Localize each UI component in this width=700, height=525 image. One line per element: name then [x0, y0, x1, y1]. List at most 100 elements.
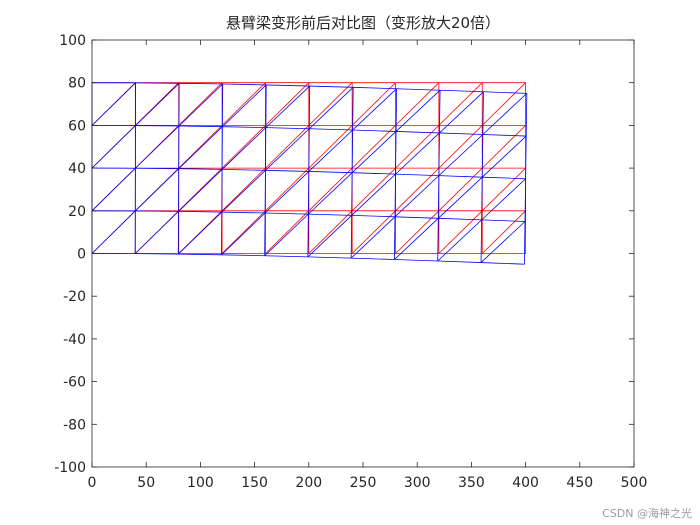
original-mesh-edge-diag: [438, 125, 483, 169]
watermark: CSDN @海神之光: [602, 507, 692, 520]
deformed-mesh-edge-v: [395, 88, 398, 132]
deformed-mesh-edge-h: [221, 254, 265, 257]
deformed-mesh-edge-diag: [221, 127, 267, 170]
deformed-mesh-edge-diag: [350, 216, 396, 259]
deformed-mesh-edge-diag: [351, 173, 396, 216]
deformed-mesh-edge-h: [221, 211, 266, 214]
deformed-mesh-edge-h: [352, 129, 397, 132]
x-axis: 0 50 100 150 200 250 300 350 400 450 500: [88, 40, 647, 491]
original-mesh-edge-diag: [438, 210, 483, 254]
deformed-mesh-edge-h: [264, 255, 308, 258]
deformed-mesh-edge-v: [482, 91, 484, 135]
x-tick-label: 450: [566, 475, 593, 491]
deformed-mesh-edge-diag: [438, 134, 484, 176]
deformed-mesh-edge-diag: [264, 213, 309, 257]
original-mesh-edge-diag: [481, 167, 526, 212]
y-tick-label: 80: [68, 76, 86, 92]
deformed-mesh-edge-diag: [437, 219, 482, 262]
x-tick-label: 200: [295, 475, 322, 491]
original-mesh-edge-diag: [265, 125, 310, 169]
x-tick-label: 100: [187, 475, 214, 491]
deformed-mesh-edge-h: [308, 171, 353, 174]
deformed-mesh-edge-h: [222, 169, 266, 171]
deformed-mesh-edge-h: [266, 84, 310, 87]
y-tick-label: -100: [54, 460, 86, 476]
original-mesh-edge-diag: [265, 82, 310, 126]
deformed-mesh-edge-diag: [178, 169, 223, 212]
original-mesh-edge-diag: [438, 82, 483, 126]
x-tick-label: 250: [350, 475, 377, 491]
deformed-mesh-edge-diag: [438, 176, 483, 219]
y-axis: -100 -80 -60 -40 -20 0 20 40 60 80 100: [54, 33, 634, 476]
deformed-mesh-edge-diag: [265, 85, 310, 128]
deformed-mesh-edge-v: [525, 136, 527, 179]
deformed-mesh-edge-diag: [178, 83, 223, 127]
deformed-mesh-edge-diag: [394, 218, 439, 260]
original-mesh-edge-diag: [308, 210, 353, 254]
deformed-mesh-edge-v: [395, 131, 397, 175]
deformed-mesh-edge-diag: [395, 89, 441, 132]
deformed-mesh-edge-h: [222, 83, 267, 86]
deformed-mesh-edge-v: [437, 218, 439, 262]
deformed-mesh-edge-diag: [134, 211, 179, 254]
deformed-mesh-edge-diag: [481, 135, 527, 178]
deformed-mesh-edge-diag: [395, 132, 440, 175]
deformed-mesh-edge-diag: [482, 93, 528, 135]
deformed-mesh-edge-diag: [222, 84, 267, 127]
deformed-mesh-edge-h: [265, 127, 310, 130]
deformed-mesh-edge-diag: [91, 125, 136, 169]
deformed-mesh-edge-h: [395, 173, 439, 177]
deformed-mesh-edge-v: [350, 215, 353, 259]
original-mesh-edge-diag: [481, 210, 526, 254]
deformed-mesh-edge-h: [178, 211, 222, 213]
original-mesh-edge-diag: [438, 167, 483, 212]
original-mesh-edge-diag: [308, 125, 353, 169]
original-mesh-edge-diag: [308, 167, 353, 212]
chart-title: 悬臂梁变形前后对比图（变形放大20倍）: [226, 14, 500, 32]
deformed-mesh-edge-h: [396, 88, 441, 91]
y-tick-label: 60: [68, 118, 86, 134]
deformed-mesh-edge-v: [481, 177, 483, 220]
deformed-mesh-edge-v: [481, 134, 484, 178]
deformed-mesh-edge-h: [309, 128, 353, 131]
deformed-mesh-edge-h: [394, 216, 439, 219]
deformed-mesh-edge-h: [481, 219, 526, 222]
deformed-mesh-edge-v: [351, 172, 353, 216]
y-tick-label: 100: [59, 33, 86, 49]
y-tick-label: -60: [63, 375, 86, 391]
deformed-mesh-edge-v: [525, 93, 528, 137]
deformed-mesh-edge-diag: [439, 91, 484, 134]
deformed-mesh-edge-h: [265, 169, 309, 172]
deformed-mesh-edge-diag: [308, 87, 354, 130]
deformed-mesh-edge-h: [437, 260, 482, 263]
y-tick-label: 0: [77, 247, 86, 263]
deformed-mesh-edge-diag: [307, 215, 352, 258]
deformed-mesh-edge-h: [440, 89, 484, 93]
deformed-mesh-edge-h: [178, 125, 223, 128]
x-tick-label: 150: [241, 475, 268, 491]
deformed-mesh-edge-h: [394, 259, 438, 262]
original-mesh-edge-diag: [351, 167, 396, 212]
deformed-mesh-edge-diag: [308, 172, 353, 215]
deformed-mesh-edge-v: [439, 90, 441, 133]
y-tick-label: -20: [63, 289, 86, 305]
deformed-mesh-edge-diag: [352, 88, 397, 131]
deformed-mesh-edge-diag: [135, 125, 180, 169]
deformed-mesh-edge-h: [178, 168, 223, 170]
original-mesh-edge-diag: [221, 210, 266, 254]
deformed-mesh-edge-diag: [221, 212, 266, 256]
deformed-mesh-edge-v: [523, 221, 526, 265]
deformed-mesh-edge-v: [352, 87, 354, 131]
original-mesh-edge-diag: [221, 125, 266, 169]
original-mesh-edge-diag: [178, 82, 223, 126]
mesh-deformed: [91, 82, 528, 265]
deformed-mesh-edge-diag: [91, 210, 136, 254]
original-mesh-edge-diag: [481, 82, 526, 126]
deformed-mesh-edge-diag: [178, 126, 223, 169]
deformed-mesh-edge-h: [438, 217, 482, 221]
deformed-mesh-edge-v: [394, 216, 396, 260]
original-mesh-edge-diag: [308, 82, 353, 126]
original-mesh-edge-diag: [221, 82, 266, 126]
deformed-mesh-edge-h: [439, 132, 483, 135]
